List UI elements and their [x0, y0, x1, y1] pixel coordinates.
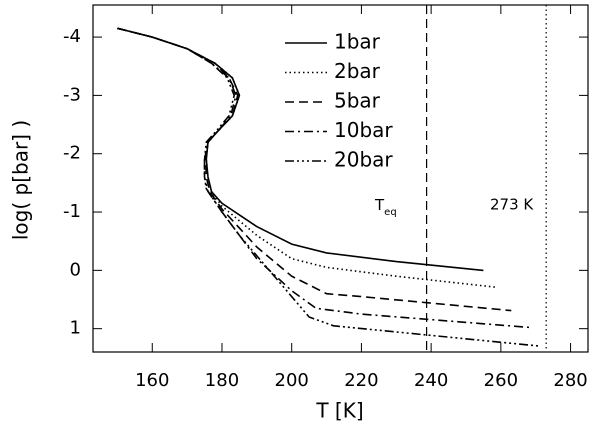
annotation-subscript: eq: [384, 207, 397, 218]
y-tick-label: 1: [70, 318, 81, 339]
series-line: [117, 27, 497, 289]
x-tick-label: 180: [205, 370, 239, 391]
x-axis-label: T [K]: [315, 399, 363, 423]
legend-label: 2bar: [334, 59, 381, 83]
y-tick-label: -1: [63, 201, 81, 222]
y-tick-label: 0: [70, 259, 81, 280]
y-axis-label: log( p[bar] ): [9, 120, 33, 240]
y-tick-label: -4: [63, 26, 81, 47]
x-tick-label: 260: [484, 370, 518, 391]
x-tick-label: 200: [275, 370, 309, 391]
plot-frame: [92, 4, 589, 353]
legend-label: 20bar: [334, 148, 393, 172]
series-line: [117, 27, 484, 272]
y-tick-label: -2: [63, 143, 81, 164]
annotation-text: T: [374, 196, 385, 214]
legend-label: 10bar: [334, 118, 393, 142]
y-tick-label: -3: [63, 84, 81, 105]
annotation: 273 K: [490, 196, 534, 214]
annotation: Teq: [374, 196, 397, 219]
x-tick-label: 160: [135, 370, 169, 391]
series-line: [117, 27, 541, 347]
x-tick-label: 280: [553, 370, 587, 391]
legend-label: 1bar: [334, 30, 381, 54]
legend-label: 5bar: [334, 89, 381, 113]
series-line: [117, 27, 531, 329]
x-tick-label: 240: [414, 370, 448, 391]
series-line: [117, 27, 512, 312]
x-tick-label: 220: [344, 370, 378, 391]
